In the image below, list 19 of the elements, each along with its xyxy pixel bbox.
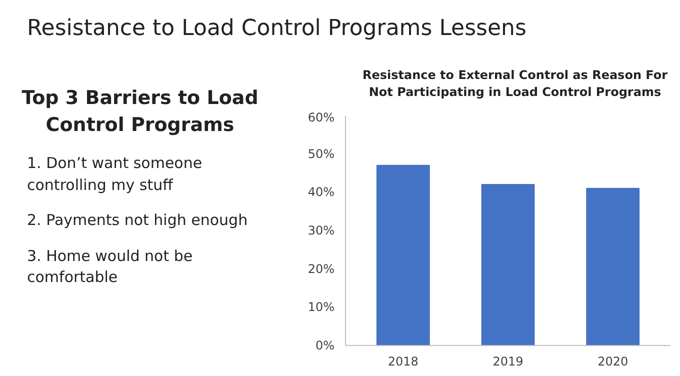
x-tick-label: 2020 <box>598 354 628 368</box>
x-tick-label: 2018 <box>388 354 418 368</box>
text: 3. Home would not be comfortable <box>27 246 194 288</box>
x-tick-label: 2019 <box>492 354 524 368</box>
y-tick-label: 10% <box>308 300 334 314</box>
chart-subtitle: Resistance to External Control as Reason For Not Participating in Load Control Programs <box>361 67 669 102</box>
y-tick-label: 30% <box>308 224 334 238</box>
y-tick-label: 0% <box>315 338 335 352</box>
bar <box>586 188 640 346</box>
text: 1. Don’t want someone controlling my stuff <box>27 153 204 196</box>
chart-title: Resistance to Load Control Programs Lessens <box>26 15 526 43</box>
y-tick-label: 50% <box>308 146 334 161</box>
text: 2. Payments not high enough <box>27 210 249 232</box>
y-tick-label: 60% <box>308 110 334 124</box>
y-tick-label: 40% <box>308 185 334 200</box>
text: Top 3 Barriers to Load Control Programs <box>20 86 260 138</box>
bar <box>376 164 430 346</box>
bar <box>481 184 535 346</box>
y-tick-label: 20% <box>308 262 334 276</box>
